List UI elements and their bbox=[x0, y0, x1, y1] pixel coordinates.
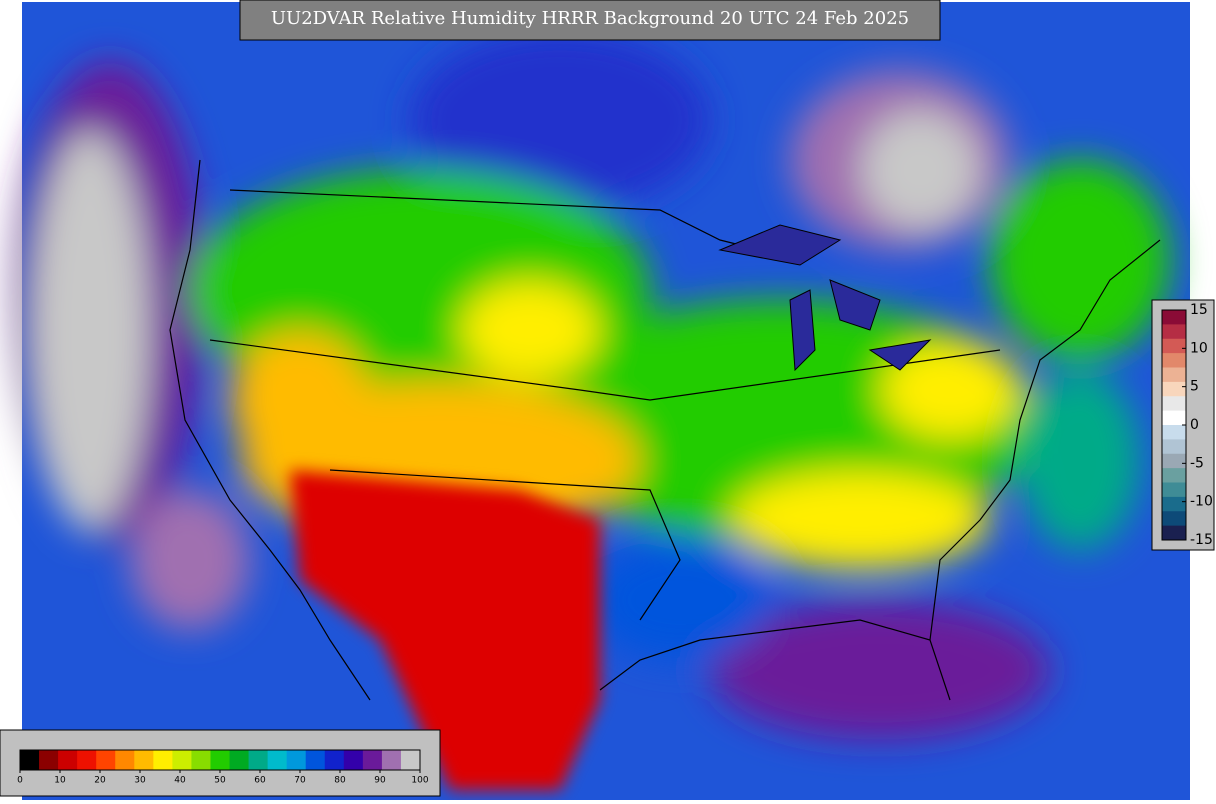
great-lakes bbox=[718, 224, 932, 372]
colorbar-segment bbox=[381, 750, 402, 770]
colorbar-segment bbox=[172, 750, 192, 770]
colorbar-tick-label: 90 bbox=[374, 776, 386, 786]
colorbar-segment bbox=[286, 750, 307, 770]
colorbar-segment bbox=[1162, 324, 1186, 340]
difference-colorbar: 15 10 5 0 -5 -10 -15 bbox=[1161, 302, 1213, 548]
colorbar-segment bbox=[1162, 367, 1186, 383]
colorbar-segment bbox=[1162, 496, 1186, 512]
colorbar-segment bbox=[229, 750, 250, 770]
colorbar-segment bbox=[248, 750, 269, 770]
colorbar-segment bbox=[362, 750, 383, 770]
colorbar-tick-label: 15 bbox=[1190, 302, 1208, 318]
colorbar-tick-label: 0 bbox=[17, 776, 23, 786]
colorbar-segment bbox=[96, 750, 116, 770]
colorbar-tick-label: 70 bbox=[294, 776, 306, 786]
colorbar-segment bbox=[134, 750, 154, 770]
colorbar-segment bbox=[305, 750, 326, 770]
colorbar-segment bbox=[1162, 439, 1186, 455]
colorbar-segment bbox=[39, 750, 59, 770]
colorbar-tick-label: 5 bbox=[1190, 379, 1199, 395]
colorbar-segment bbox=[58, 750, 78, 770]
colorbar-segment bbox=[20, 750, 40, 770]
colorbar-segment bbox=[1162, 425, 1186, 440]
colorbar-tick-label: 30 bbox=[134, 776, 146, 786]
colorbar-segment bbox=[115, 750, 135, 770]
colorbar-tick-label: 40 bbox=[174, 776, 186, 786]
colorbar-segment bbox=[77, 750, 97, 770]
colorbar-tick-label: 100 bbox=[411, 776, 428, 786]
colorbar-segment bbox=[1162, 310, 1186, 325]
dry-region bbox=[290, 470, 600, 790]
colorbar-segment bbox=[1162, 338, 1186, 354]
colorbar-tick-label: 80 bbox=[334, 776, 346, 786]
colorbar-tick-label: 60 bbox=[254, 776, 266, 786]
title-box: UU2DVAR Relative Humidity HRRR Backgroun… bbox=[239, 0, 941, 41]
colorbar-tick-label: 20 bbox=[94, 776, 106, 786]
colorbar-segment bbox=[400, 750, 421, 770]
colorbar-segment bbox=[1162, 482, 1186, 498]
colorbar-tick-label: 0 bbox=[1190, 417, 1199, 433]
colorbar-segment bbox=[324, 750, 345, 770]
map-title: UU2DVAR Relative Humidity HRRR Backgroun… bbox=[271, 8, 909, 29]
colorbar-segment bbox=[1162, 396, 1186, 412]
colorbar-segment bbox=[1162, 525, 1186, 541]
colorbar-segment bbox=[1162, 410, 1186, 426]
colorbar-segment bbox=[191, 750, 211, 770]
colorbar-segment bbox=[153, 750, 173, 770]
colorbar-segment bbox=[343, 750, 364, 770]
colorbar-segment bbox=[210, 750, 231, 770]
colorbar-segment bbox=[1162, 453, 1186, 469]
colorbar-segment bbox=[267, 750, 288, 770]
colorbar-tick-label: -15 bbox=[1190, 532, 1213, 548]
map-field bbox=[15, 2, 1190, 800]
colorbar-segment bbox=[1162, 468, 1186, 483]
colorbar-tick-label: -10 bbox=[1190, 494, 1213, 510]
colorbar-segment bbox=[1162, 511, 1186, 527]
colorbar-tick-label: 10 bbox=[1190, 340, 1208, 356]
title-background bbox=[239, 0, 941, 41]
colorbar-tick-label: 50 bbox=[214, 776, 226, 786]
colorbar-tick-label: -5 bbox=[1190, 455, 1204, 471]
colorbar-tick-label: 10 bbox=[54, 776, 66, 786]
humidity-colorbar: 0 10 20 30 40 50 60 70 80 90 100 bbox=[17, 749, 429, 786]
colorbar-segment bbox=[1162, 381, 1186, 397]
colorbar-segment bbox=[1162, 353, 1186, 368]
